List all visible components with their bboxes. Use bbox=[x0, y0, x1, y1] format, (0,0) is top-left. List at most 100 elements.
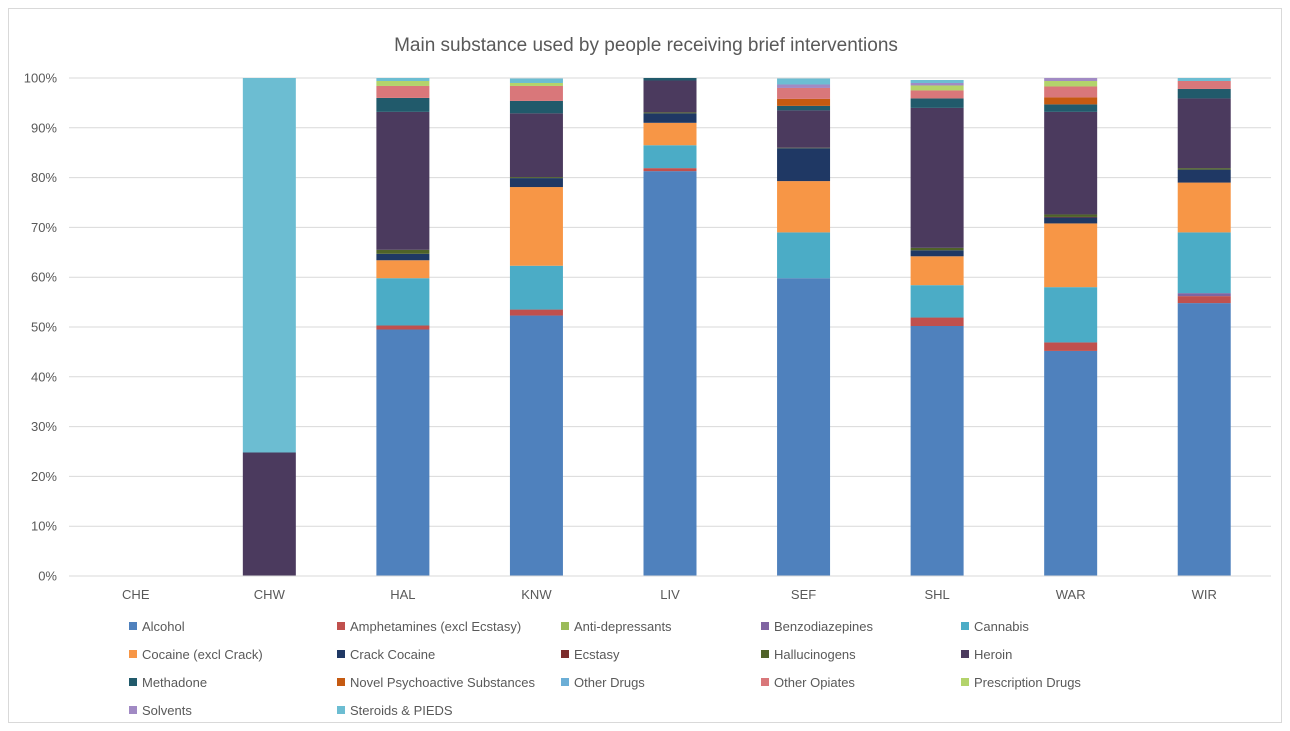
bar-segment-wir-crack-cocaine bbox=[1177, 169, 1231, 183]
legend-label: Hallucinogens bbox=[774, 647, 856, 662]
legend-label: Alcohol bbox=[142, 619, 185, 634]
legend-swatch bbox=[761, 650, 769, 658]
legend-swatch bbox=[129, 706, 137, 714]
legend-label: Benzodiazepines bbox=[774, 619, 874, 634]
bar-segment-knw-amphetamines-excl-ecstasy bbox=[509, 309, 563, 316]
bar-segment-sef-novel-psychoactive-substances bbox=[777, 98, 831, 106]
legend-label: Methadone bbox=[142, 675, 207, 690]
bar-segment-liv-alcohol bbox=[643, 171, 697, 576]
legend-swatch bbox=[129, 622, 137, 630]
bar-segment-knw-alcohol bbox=[509, 315, 563, 576]
bar-segment-hal-amphetamines-excl-ecstasy bbox=[376, 325, 430, 330]
bar-segment-war-cocaine-excl-crack bbox=[1044, 223, 1098, 288]
legend-label: Prescription Drugs bbox=[974, 675, 1081, 690]
bar-segment-shl-other-opiates bbox=[910, 90, 964, 99]
legend-item-anti-depressants: Anti-depressants bbox=[561, 619, 672, 634]
bar-segment-knw-cannabis bbox=[509, 265, 563, 310]
bar-segment-chw-steroids-pieds bbox=[242, 78, 296, 453]
bar-segment-hal-alcohol bbox=[376, 329, 430, 576]
y-tick-label: 0% bbox=[38, 569, 57, 584]
legend-item-prescription-drugs: Prescription Drugs bbox=[961, 675, 1081, 690]
x-tick-label: CHW bbox=[254, 587, 286, 602]
bar-segment-wir-methadone bbox=[1177, 88, 1231, 99]
chart-frame: Main substance used by people receiving … bbox=[8, 8, 1282, 723]
bar-segment-wir-heroin bbox=[1177, 98, 1231, 169]
bar-segment-shl-cocaine-excl-crack bbox=[910, 256, 964, 286]
legend-item-crack-cocaine: Crack Cocaine bbox=[337, 647, 435, 662]
y-tick-label: 90% bbox=[31, 120, 57, 135]
bar-segment-war-other-opiates bbox=[1044, 86, 1098, 98]
bar-segment-war-methadone bbox=[1044, 104, 1098, 112]
bar-segment-sef-cannabis bbox=[777, 232, 831, 279]
legend-item-other-opiates: Other Opiates bbox=[761, 675, 855, 690]
legend-swatch bbox=[337, 622, 345, 630]
bar-segment-wir-amphetamines-excl-ecstasy bbox=[1177, 296, 1231, 304]
bar-segment-war-cannabis bbox=[1044, 287, 1098, 343]
bar-segment-shl-hallucinogens bbox=[910, 247, 964, 251]
bar-segment-wir-alcohol bbox=[1177, 303, 1231, 576]
y-tick-label: 50% bbox=[31, 320, 57, 335]
legend-label: Anti-depressants bbox=[574, 619, 672, 634]
legend-label: Amphetamines (excl Ecstasy) bbox=[350, 619, 521, 634]
legend-swatch bbox=[961, 678, 969, 686]
bar-segment-shl-steroids-pieds bbox=[910, 79, 964, 83]
legend-label: Other Opiates bbox=[774, 675, 855, 690]
legend-label: Solvents bbox=[142, 703, 192, 718]
bar-segment-sef-steroids-pieds bbox=[777, 78, 831, 85]
bar-segment-shl-crack-cocaine bbox=[910, 250, 964, 257]
bar-segment-hal-crack-cocaine bbox=[376, 253, 430, 261]
bar-segment-liv-hallucinogens bbox=[643, 112, 697, 114]
bar-segment-liv-amphetamines-excl-ecstasy bbox=[643, 168, 697, 172]
bar-segment-war-crack-cocaine bbox=[1044, 217, 1098, 224]
legend-item-cocaine-excl-crack: Cocaine (excl Crack) bbox=[129, 647, 263, 662]
bar-segment-war-solvents bbox=[1044, 78, 1098, 81]
bar-segment-liv-methadone bbox=[643, 78, 697, 81]
x-tick-label: CHE bbox=[122, 587, 150, 602]
bar-segment-sef-heroin bbox=[777, 110, 831, 148]
bar-segment-liv-cannabis bbox=[643, 145, 697, 169]
bar-segment-sef-hallucinogens bbox=[777, 147, 831, 149]
bar-segment-wir-steroids-pieds bbox=[1177, 78, 1231, 81]
bar-segment-war-heroin bbox=[1044, 111, 1098, 215]
bar-segment-hal-hallucinogens bbox=[376, 249, 430, 254]
axes: 0% 10% 20% 30% 40% 50% 60% 70% 80% 90% 100% CHE CHW H… bbox=[24, 71, 1271, 602]
bar-segment-knw-cocaine-excl-crack bbox=[509, 187, 563, 266]
legend-swatch bbox=[961, 650, 969, 658]
legend-item-amphetamines-excl-ecstasy: Amphetamines (excl Ecstasy) bbox=[337, 619, 521, 634]
legend-item-benzodiazepines: Benzodiazepines bbox=[761, 619, 874, 634]
bar-segment-wir-other-opiates bbox=[1177, 80, 1231, 89]
bar-segment-sef-solvents bbox=[777, 84, 831, 88]
legend-swatch bbox=[129, 678, 137, 686]
x-tick-label: WAR bbox=[1056, 587, 1086, 602]
bar-segment-sef-crack-cocaine bbox=[777, 148, 831, 182]
y-tick-label: 10% bbox=[31, 519, 57, 534]
bar-segment-hal-heroin bbox=[376, 111, 430, 250]
x-tick-label: SHL bbox=[924, 587, 949, 602]
legend-label: Crack Cocaine bbox=[350, 647, 435, 662]
x-tick-label: HAL bbox=[390, 587, 415, 602]
bar-segment-war-ecstasy bbox=[1044, 216, 1098, 218]
legend-label: Novel Psychoactive Substances bbox=[350, 675, 535, 690]
legend-swatch bbox=[337, 706, 345, 714]
bar-segment-sef-other-opiates bbox=[777, 87, 831, 99]
legend-swatch bbox=[761, 622, 769, 630]
y-tick-label: 30% bbox=[31, 419, 57, 434]
legend-swatch bbox=[337, 678, 345, 686]
bar-segment-liv-cocaine-excl-crack bbox=[643, 122, 697, 146]
legend-item-ecstasy: Ecstasy bbox=[561, 647, 620, 662]
legend-label: Cannabis bbox=[974, 619, 1029, 634]
bar-segment-knw-methadone bbox=[509, 100, 563, 114]
bar-segment-sef-methadone bbox=[777, 105, 831, 111]
bar-segment-shl-alcohol bbox=[910, 326, 964, 576]
bar-segment-sef-cocaine-excl-crack bbox=[777, 181, 831, 233]
bar-segment-shl-heroin bbox=[910, 107, 964, 248]
bar-segment-sef-alcohol bbox=[777, 278, 831, 576]
bar-segment-war-prescription-drugs bbox=[1044, 80, 1098, 87]
legend-swatch bbox=[129, 650, 137, 658]
bar-segment-knw-crack-cocaine bbox=[509, 178, 563, 188]
legend-label: Heroin bbox=[974, 647, 1012, 662]
legend-swatch bbox=[337, 650, 345, 658]
bar-segment-shl-prescription-drugs bbox=[910, 85, 964, 91]
legend-item-cannabis: Cannabis bbox=[961, 619, 1029, 634]
bar-segment-hal-cocaine-excl-crack bbox=[376, 260, 430, 279]
